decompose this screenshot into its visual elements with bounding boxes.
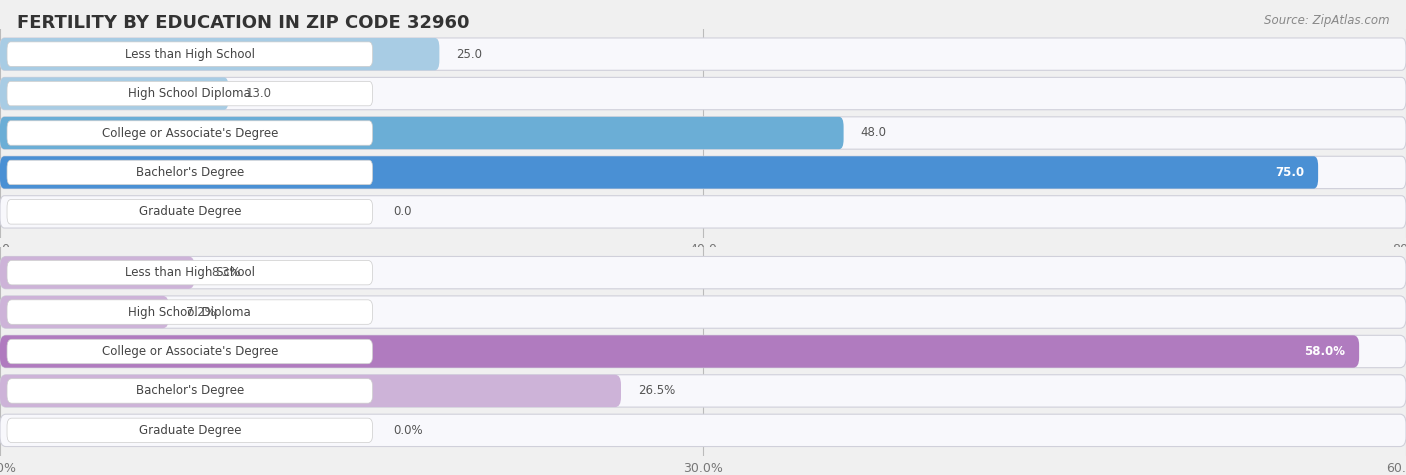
FancyBboxPatch shape [0,375,621,407]
FancyBboxPatch shape [7,418,373,443]
Text: 75.0: 75.0 [1275,166,1305,179]
Text: 13.0: 13.0 [246,87,271,100]
FancyBboxPatch shape [0,77,228,110]
FancyBboxPatch shape [0,38,1406,70]
FancyBboxPatch shape [0,156,1406,189]
Text: FERTILITY BY EDUCATION IN ZIP CODE 32960: FERTILITY BY EDUCATION IN ZIP CODE 32960 [17,14,470,32]
FancyBboxPatch shape [0,256,1406,289]
FancyBboxPatch shape [0,256,194,289]
FancyBboxPatch shape [0,335,1406,368]
Text: Less than High School: Less than High School [125,266,254,279]
Text: Bachelor's Degree: Bachelor's Degree [136,384,243,398]
Text: Graduate Degree: Graduate Degree [139,205,240,218]
FancyBboxPatch shape [0,117,844,149]
Text: Less than High School: Less than High School [125,48,254,61]
Text: 25.0: 25.0 [456,48,482,61]
Text: Graduate Degree: Graduate Degree [139,424,240,437]
Text: 48.0: 48.0 [860,126,886,140]
FancyBboxPatch shape [0,335,1360,368]
FancyBboxPatch shape [0,414,1406,446]
Text: 0.0: 0.0 [394,205,412,218]
FancyBboxPatch shape [7,121,373,145]
Text: High School Diploma: High School Diploma [128,305,252,319]
FancyBboxPatch shape [7,42,373,66]
FancyBboxPatch shape [0,77,1406,110]
Text: 58.0%: 58.0% [1305,345,1346,358]
FancyBboxPatch shape [0,196,1406,228]
FancyBboxPatch shape [7,160,373,185]
Text: College or Associate's Degree: College or Associate's Degree [101,345,278,358]
FancyBboxPatch shape [0,117,1406,149]
FancyBboxPatch shape [7,300,373,324]
FancyBboxPatch shape [7,260,373,285]
Text: High School Diploma: High School Diploma [128,87,252,100]
Text: 26.5%: 26.5% [638,384,675,398]
FancyBboxPatch shape [7,81,373,106]
Text: Bachelor's Degree: Bachelor's Degree [136,166,243,179]
FancyBboxPatch shape [0,296,169,328]
Text: 0.0%: 0.0% [394,424,423,437]
FancyBboxPatch shape [0,375,1406,407]
FancyBboxPatch shape [7,379,373,403]
Text: 7.2%: 7.2% [186,305,215,319]
Text: Source: ZipAtlas.com: Source: ZipAtlas.com [1264,14,1389,27]
Text: College or Associate's Degree: College or Associate's Degree [101,126,278,140]
FancyBboxPatch shape [0,38,439,70]
FancyBboxPatch shape [0,156,1319,189]
FancyBboxPatch shape [0,296,1406,328]
FancyBboxPatch shape [7,339,373,364]
FancyBboxPatch shape [7,200,373,224]
Text: 8.3%: 8.3% [211,266,240,279]
